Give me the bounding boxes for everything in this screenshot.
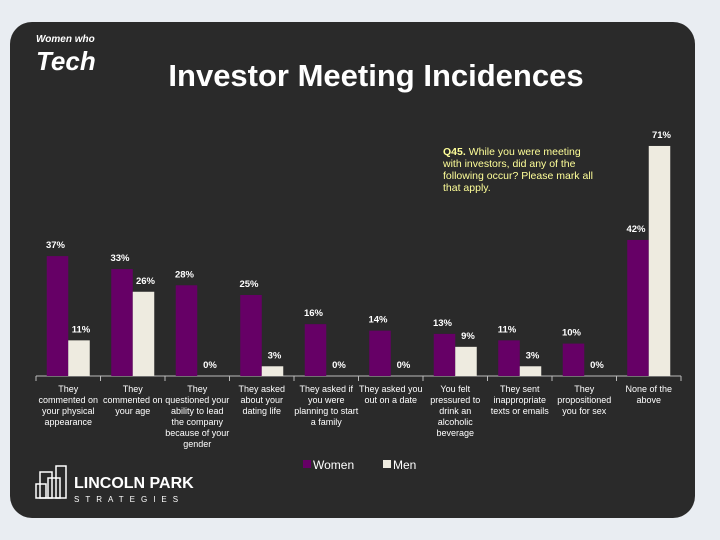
- value-label: 11%: [498, 324, 517, 335]
- x-label-box: They sent inappropriate texts or emails: [490, 384, 549, 416]
- value-label: 13%: [433, 318, 453, 329]
- x-tick-label: They commented on your physical appearan…: [38, 384, 99, 427]
- value-label: 37%: [46, 240, 66, 251]
- x-label-box: They commented on your age: [102, 384, 163, 416]
- annotation-label: Q45.: [443, 146, 466, 158]
- bar: [498, 340, 520, 376]
- bar: [175, 285, 198, 376]
- bar: [455, 346, 477, 376]
- x-tick-label: They sent inappropriate texts or emails: [490, 384, 549, 416]
- legend-swatch: [303, 460, 311, 468]
- x-tick-label: They questioned your ability to lead the…: [165, 384, 230, 449]
- value-label: 0%: [332, 360, 346, 371]
- annotation-box: Q45. While you were meeting with investo…: [443, 146, 593, 194]
- x-tick-label: None of the above: [625, 384, 673, 405]
- logo-top: Women who: [36, 34, 95, 45]
- chart-title: Investor Meeting Incidences: [168, 58, 583, 93]
- x-label-box: You felt pressured to drink an alcoholic…: [430, 384, 481, 438]
- value-label: 11%: [72, 324, 91, 335]
- footer-logo-sub: STRATEGIES: [74, 495, 184, 504]
- value-label: 14%: [368, 315, 388, 326]
- x-tick-label: They asked about your dating life: [238, 384, 286, 416]
- bar: [68, 340, 90, 376]
- bar: [519, 366, 542, 376]
- footer-logo-icon: [35, 465, 67, 499]
- bar: [132, 291, 155, 376]
- value-label: 0%: [590, 360, 604, 371]
- value-label: 0%: [203, 360, 217, 371]
- bar: [261, 366, 284, 376]
- x-tick-label: They asked you out on a date: [358, 384, 423, 405]
- x-tick-label: They propositioned you for sex: [557, 384, 612, 416]
- bar: [433, 333, 456, 376]
- x-label-box: They asked you out on a date: [358, 384, 423, 405]
- bar: [627, 239, 649, 376]
- x-tick-label: You felt pressured to drink an alcoholic…: [430, 384, 481, 438]
- bar: [111, 269, 133, 376]
- legend-label: Women: [313, 458, 354, 472]
- value-label: 25%: [239, 279, 259, 290]
- x-tick-label: They commented on your age: [102, 384, 163, 416]
- value-label: 16%: [304, 308, 324, 319]
- legend-label: Men: [393, 458, 416, 472]
- x-label-box: They asked if you were planning to start…: [294, 384, 359, 427]
- bar: [562, 343, 585, 376]
- value-label: 71%: [652, 130, 672, 141]
- value-label: 10%: [562, 328, 582, 339]
- value-label: 42%: [626, 224, 646, 235]
- x-label-box: None of the above: [625, 384, 673, 405]
- value-label: 3%: [268, 350, 282, 361]
- footer-logo-main: LINCOLN PARK: [74, 475, 194, 492]
- bar: [369, 330, 391, 376]
- x-label-box: They asked about your dating life: [238, 384, 286, 416]
- x-label-box: They questioned your ability to lead the…: [165, 384, 230, 449]
- x-tick-label: They asked if you were planning to start…: [294, 384, 359, 427]
- bar: [46, 256, 69, 376]
- bar: [240, 295, 262, 376]
- logo-main: Tech: [36, 46, 96, 76]
- legend-swatch: [383, 460, 391, 468]
- bar: [304, 324, 327, 376]
- x-label-box: They propositioned you for sex: [557, 384, 612, 416]
- value-label: 3%: [526, 350, 540, 361]
- value-label: 9%: [461, 331, 475, 342]
- value-label: 28%: [175, 269, 195, 280]
- annotation: While you were meeting with investors, d…: [443, 146, 593, 194]
- value-label: 33%: [110, 253, 130, 264]
- value-label: 26%: [136, 276, 156, 287]
- value-label: 0%: [397, 360, 411, 371]
- bar: [648, 145, 671, 376]
- x-label-box: They commented on your physical appearan…: [38, 384, 99, 427]
